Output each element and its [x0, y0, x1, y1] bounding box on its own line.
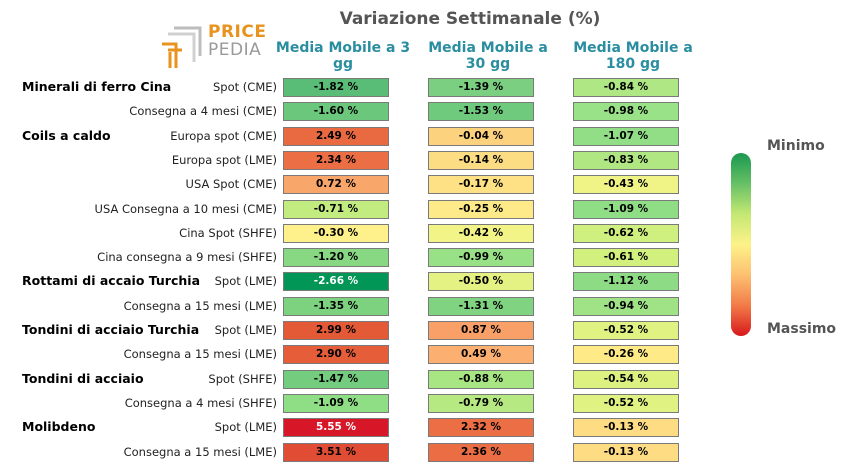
chart-title: Variazione Settimanale (%) [339, 9, 601, 29]
heatmap-cell: -0.98 % [573, 102, 679, 122]
row-label: Consegna a 15 mesi (LME) [123, 347, 277, 362]
group-label: Minerali di ferro Cina [22, 79, 172, 94]
heatmap-cell: -0.43 % [573, 175, 679, 195]
heatmap-cell: -0.17 % [428, 175, 534, 195]
column-header-30gg: Media Mobile a 30 gg [428, 40, 548, 72]
pricepedia-logo: PRICE PEDIA [160, 22, 270, 70]
heatmap-cell: -0.42 % [428, 223, 534, 243]
row-label: Spot (LME) [214, 420, 277, 435]
heatmap-cell: 2.36 % [428, 442, 534, 462]
row-label: Europa spot (CME) [170, 128, 277, 143]
heatmap-cell: 3.51 % [283, 442, 389, 462]
column-header-180gg: Media Mobile a 180 gg [573, 40, 693, 72]
row-label: USA Spot (CME) [185, 177, 277, 192]
logo-mark-icon [162, 26, 202, 68]
heatmap-cell: 2.49 % [283, 126, 389, 146]
heatmap-cell: -2.66 % [283, 272, 389, 292]
heatmap-cell: -0.94 % [573, 296, 679, 316]
heatmap-cell: -0.71 % [283, 199, 389, 219]
heatmap-cell: 2.32 % [428, 418, 534, 438]
heatmap-cell: 2.99 % [283, 321, 389, 340]
heatmap-cell: -0.25 % [428, 199, 534, 219]
heatmap-cell: -0.13 % [573, 442, 679, 462]
column-header-3gg: Media Mobile a 3 gg [275, 40, 411, 72]
row-label: USA Consegna a 10 mesi (CME) [94, 201, 277, 216]
heatmap-cell: -0.54 % [573, 369, 679, 389]
logo-word-price: PRICE [208, 22, 267, 42]
heatmap-cell: -1.47 % [283, 369, 389, 389]
row-label: Consegna a 15 mesi (LME) [123, 444, 277, 459]
color-scale-bar [731, 153, 751, 336]
row-label: Spot (CME) [213, 80, 277, 94]
heatmap-cell: -0.99 % [428, 248, 534, 268]
row-label: Cina consegna a 9 mesi (SHFE) [97, 250, 277, 265]
heatmap-cell: -1.09 % [283, 393, 389, 413]
heatmap-cell: 0.87 % [428, 321, 534, 340]
heatmap-cell: -0.04 % [428, 126, 534, 146]
heatmap-cell: -0.13 % [573, 418, 679, 438]
row-label: Cina Spot (SHFE) [179, 225, 277, 240]
heatmap-cell: -1.53 % [428, 102, 534, 122]
heatmap-cell: -0.79 % [428, 393, 534, 413]
row-label: Spot (SHFE) [208, 371, 277, 386]
group-label: Tondini di acciaio Turchia [22, 322, 200, 337]
row-label: Europa spot (LME) [171, 152, 277, 167]
heatmap-cell: -0.62 % [573, 223, 679, 243]
heatmap-cell: -0.52 % [573, 321, 679, 340]
heatmap-cell: -0.14 % [428, 150, 534, 170]
row-label: Consegna a 4 mesi (SHFE) [124, 395, 277, 410]
heatmap-cell: -0.30 % [283, 223, 389, 243]
heatmap-cell: 2.34 % [283, 150, 389, 170]
group-label: Molibdeno [22, 419, 96, 435]
heatmap-cell: -1.35 % [283, 296, 389, 316]
legend-min-label: Minimo [767, 138, 825, 154]
heatmap-cell: -0.83 % [573, 150, 679, 170]
heatmap-cell: -1.12 % [573, 272, 679, 292]
heatmap-cell: -1.20 % [283, 248, 389, 268]
heatmap-cell: -0.50 % [428, 272, 534, 292]
heatmap-cell: -1.31 % [428, 296, 534, 316]
heatmap-cell: -0.26 % [573, 345, 679, 365]
heatmap-cell: -0.84 % [573, 78, 679, 97]
heatmap-cell: 0.72 % [283, 175, 389, 195]
heatmap-cell: -1.07 % [573, 126, 679, 146]
row-label: Spot (LME) [214, 274, 277, 289]
heatmap-cell: 0.49 % [428, 345, 534, 365]
heatmap-cell: -1.39 % [428, 78, 534, 97]
heatmap-cell: -1.82 % [283, 78, 389, 97]
logo-word-pedia: PEDIA [208, 40, 262, 60]
group-label: Tondini di acciaio [22, 370, 144, 386]
row-label: Spot (LME) [214, 323, 277, 337]
row-label: Consegna a 4 mesi (CME) [129, 104, 277, 119]
heatmap-cell: -0.88 % [428, 369, 534, 389]
legend-max-label: Massimo [767, 321, 837, 337]
heatmap-cell: 2.90 % [283, 345, 389, 365]
group-label: Coils a caldo [22, 127, 111, 143]
heatmap-cell: -1.09 % [573, 199, 679, 219]
row-label: Consegna a 15 mesi (LME) [123, 298, 277, 313]
heatmap-cell: -1.60 % [283, 102, 389, 122]
heatmap-cell: -0.61 % [573, 248, 679, 268]
heatmap-cell: -0.52 % [573, 393, 679, 413]
group-label: Rottami di accaio Turchia [22, 273, 201, 289]
heatmap-cell: 5.55 % [283, 418, 389, 438]
